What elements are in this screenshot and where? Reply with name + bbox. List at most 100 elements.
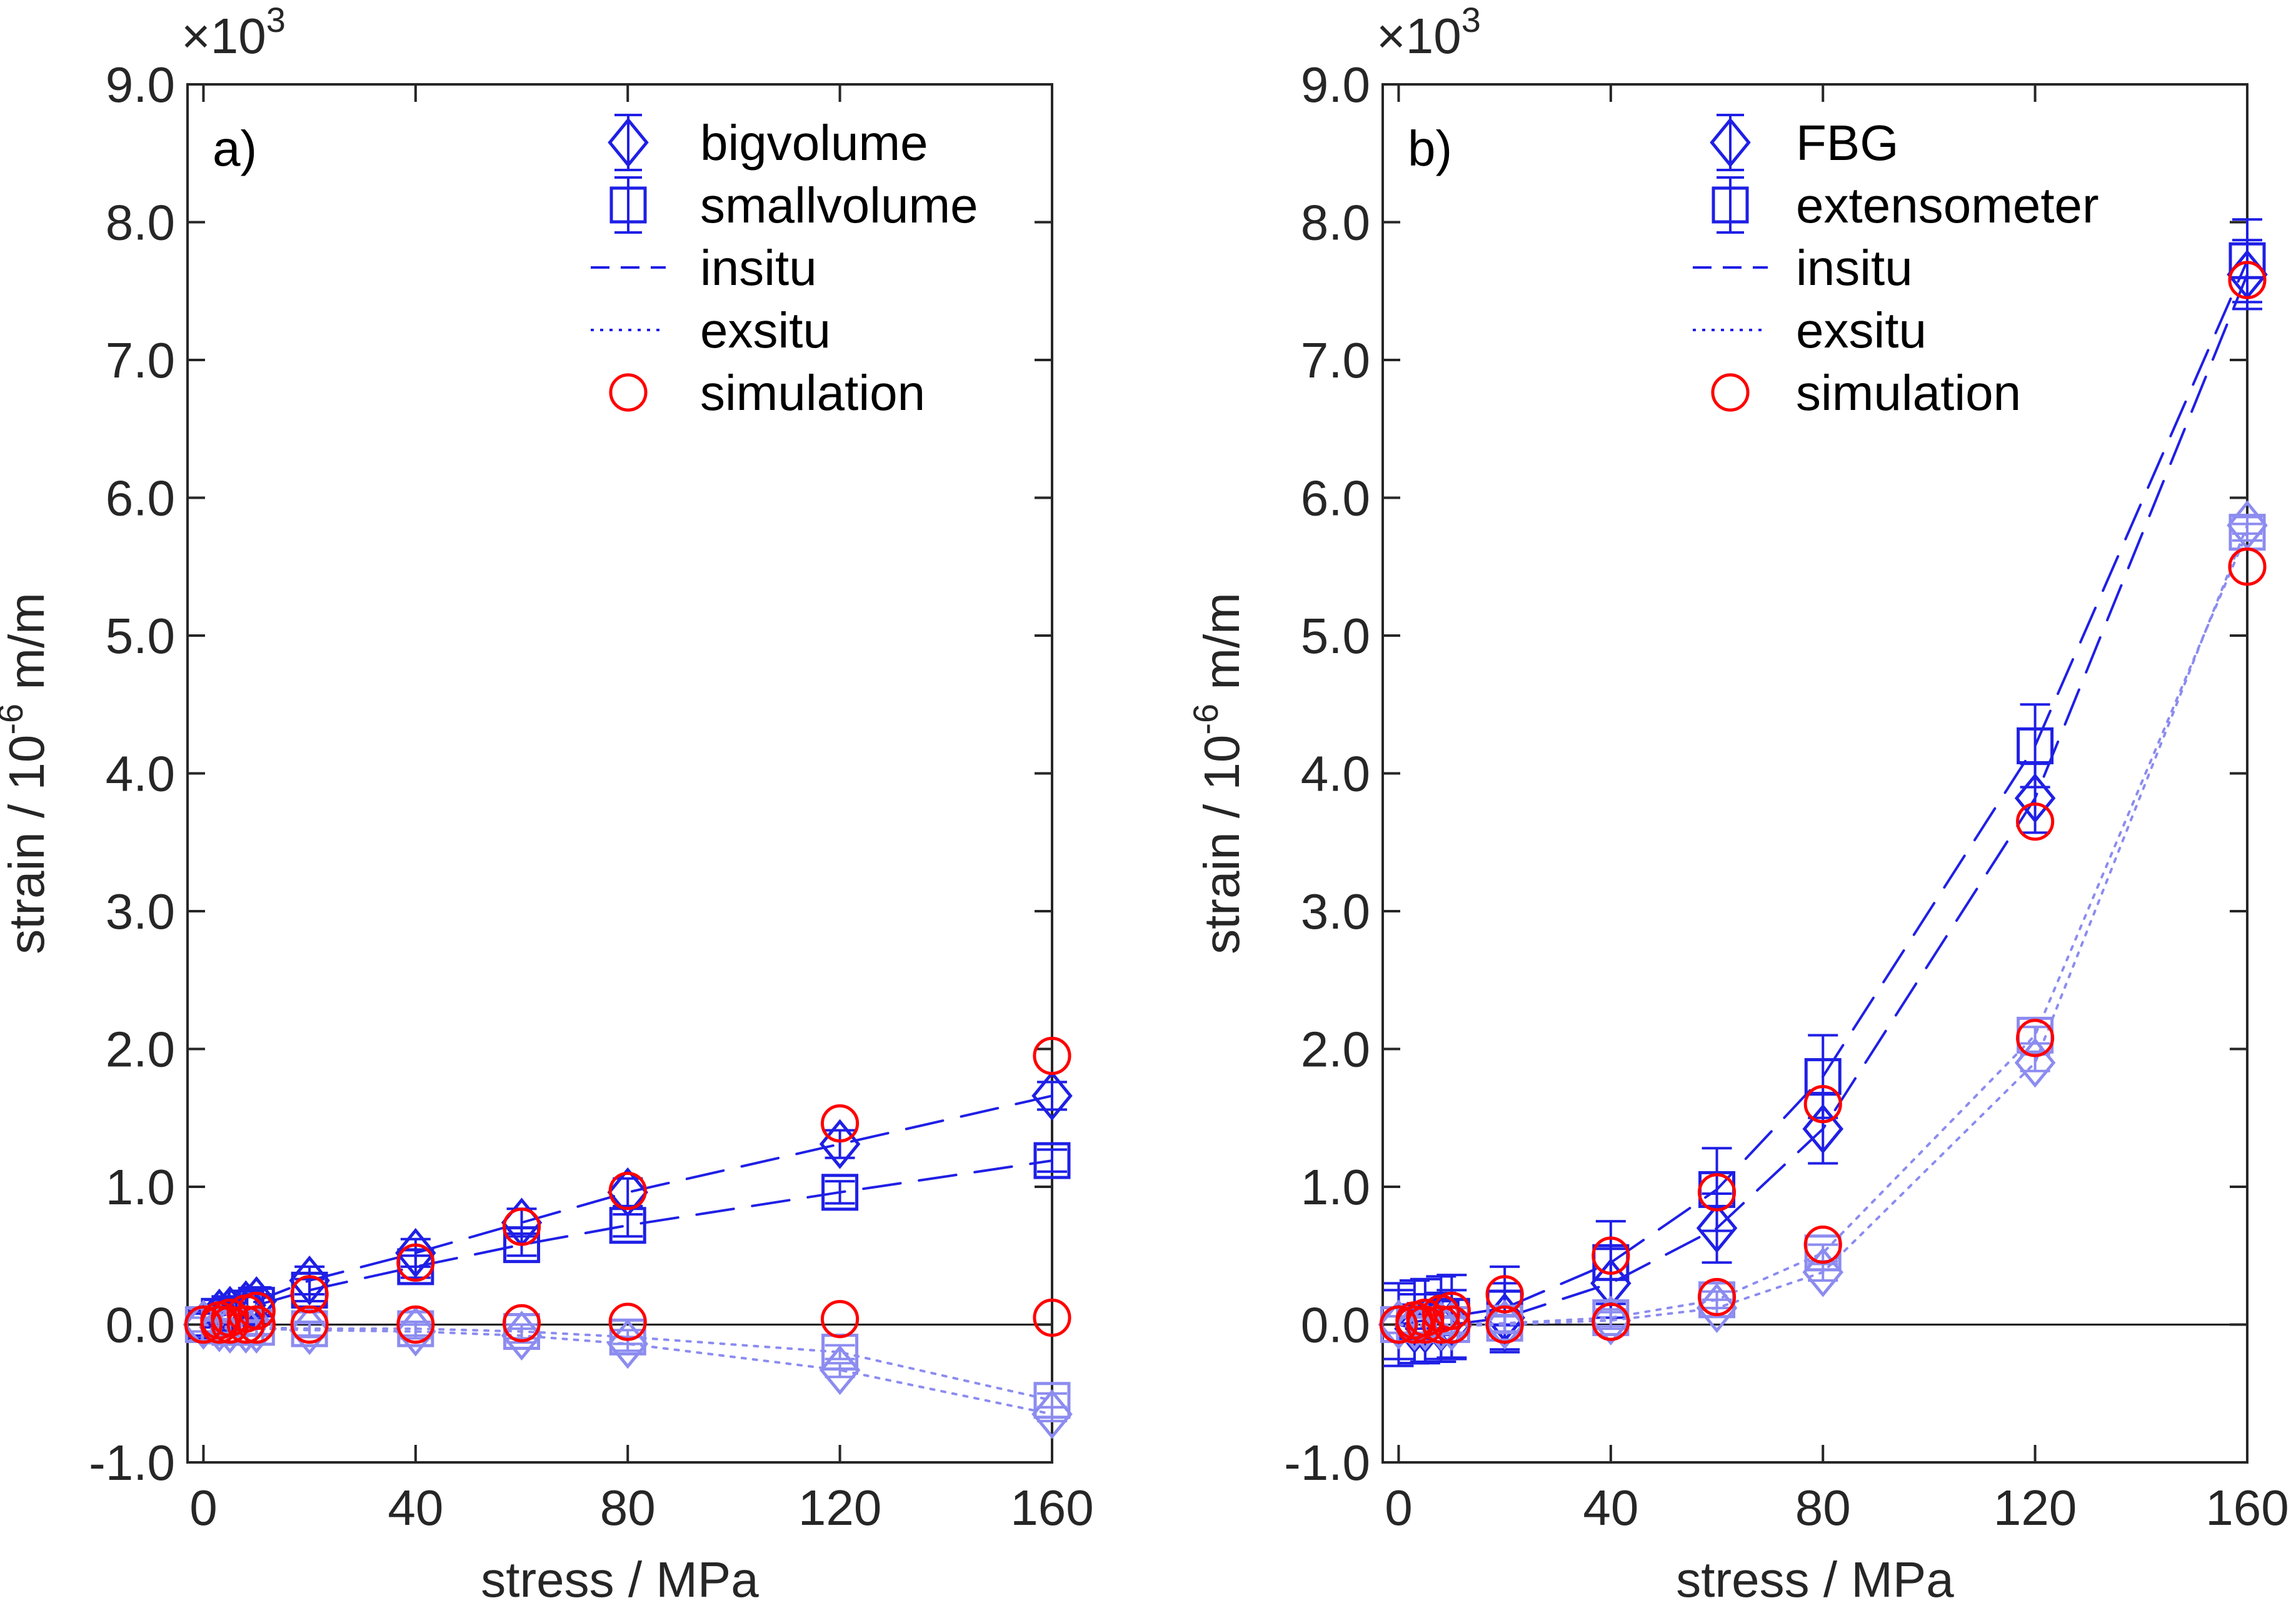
data-point-diamond: [1696, 1283, 1738, 1333]
data-point-circle: [184, 1305, 223, 1344]
data-point-circle: [2228, 547, 2267, 586]
legend-item: insitu: [591, 240, 817, 296]
legend-item: exsitu: [1693, 302, 1927, 358]
data-point-square: [1033, 1382, 1071, 1419]
data-point-circle: [1421, 1305, 1460, 1344]
data-point-circle: [1406, 1305, 1445, 1344]
legend-item: simulation: [609, 365, 925, 421]
data-point-square: [1804, 1058, 1842, 1096]
legend-item: insitu: [1693, 240, 1913, 296]
y-multiplier-exponent: 3: [1461, 0, 1481, 39]
x-axis-label: stress / MPa: [1676, 1552, 1954, 1607]
series-simulation-exsitu: [1379, 547, 2267, 1344]
series-extensometer-insitu: [1380, 218, 2266, 1367]
legend-marker-circle: [609, 373, 648, 412]
y-multiplier-base: ×10: [1376, 8, 1461, 64]
data-point-circle: [1033, 1298, 1071, 1337]
legend-label: simulation: [700, 365, 925, 421]
y-tick-label: 0.0: [1301, 1297, 1370, 1353]
data-point-square: [1033, 1142, 1071, 1179]
y-tick-label: 6.0: [1301, 471, 1370, 526]
data-point-circle: [200, 1305, 239, 1344]
y-tick-label: 9.0: [106, 57, 175, 112]
data-point-circle: [1803, 1085, 1842, 1124]
x-tick-label: 0: [189, 1480, 218, 1536]
data-point-circle: [1033, 1036, 1071, 1076]
legend-item: exsitu: [591, 302, 831, 358]
data-point-diamond: [1802, 1104, 1843, 1154]
y-axis-label: strain / 10-6 m/m: [0, 592, 54, 954]
y-tick-label: 3.0: [1301, 884, 1370, 939]
legend-item: extensometer: [1712, 176, 2099, 234]
y-tick-label: 7.0: [106, 332, 175, 388]
data-point-square: [503, 1226, 541, 1264]
y-tick-label: 4.0: [1301, 746, 1370, 802]
data-point-diamond: [2014, 773, 2056, 824]
y-tick-label: -1.0: [1284, 1435, 1370, 1491]
y-tick-label: 5.0: [1301, 608, 1370, 664]
legend-label: insitu: [1796, 240, 1913, 296]
x-tick-label: 80: [600, 1480, 656, 1536]
x-tick-label: 160: [1010, 1480, 1093, 1536]
data-point-circle: [821, 1300, 860, 1339]
y-tick-label: 7.0: [1301, 332, 1370, 388]
data-point-diamond: [1590, 1295, 1632, 1346]
data-point-diamond: [1484, 1299, 1525, 1350]
y-tick-label: 5.0: [106, 608, 175, 664]
legend-item: simulation: [1711, 365, 2021, 421]
data-point-circle: [502, 1207, 541, 1246]
y-tick-label: 1.0: [106, 1159, 175, 1215]
series-FBG-exsitu: [1378, 500, 2268, 1351]
panel-b: -1.0 0.0 1.0 2.0 3.0 4.0 5.0 6.0 7.0 8.0 9.0 0 40 80 1…: [1186, 0, 2289, 1607]
y-multiplier: ×103: [1376, 0, 1481, 64]
legend-label: smallvolume: [700, 177, 978, 233]
data-point-circle: [1432, 1305, 1471, 1344]
data-point-square: [821, 1174, 859, 1211]
y-tick-label: -1.0: [89, 1435, 175, 1491]
x-tick-label: 160: [2205, 1480, 2288, 1536]
y-axis-label-exponent: -6: [0, 704, 30, 735]
data-point-circle: [821, 1104, 860, 1143]
data-point-circle: [1697, 1173, 1737, 1212]
x-tick-label: 120: [798, 1480, 881, 1536]
legend-label: extensometer: [1796, 177, 2099, 233]
y-tick-label: 6.0: [106, 471, 175, 526]
data-point-circle: [1803, 1226, 1842, 1264]
data-point-circle: [396, 1305, 435, 1344]
y-tick-label: 3.0: [106, 884, 175, 939]
y-tick-label: 2.0: [106, 1022, 175, 1077]
y-tick-label: 8.0: [106, 195, 175, 251]
legend-item: bigvolume: [608, 114, 928, 171]
data-point-circle: [502, 1304, 541, 1342]
data-point-diamond: [1696, 1203, 1738, 1254]
legend-label: exsitu: [1796, 302, 1927, 358]
series-simulation-exsitu: [184, 1298, 1071, 1344]
legend-marker: [1712, 186, 1749, 224]
y-multiplier-base: ×10: [181, 8, 266, 64]
data-point-circle: [1485, 1305, 1524, 1344]
legend-label: insitu: [700, 240, 817, 296]
series-line: [202, 1094, 1053, 1326]
data-point-diamond: [501, 1311, 543, 1361]
data-point-diamond: [1031, 1071, 1073, 1121]
y-axis-label-main: strain / 10: [0, 735, 54, 954]
legend-marker-circle: [1711, 373, 1750, 412]
data-point-circle: [608, 1302, 647, 1341]
data-point-diamond: [1431, 1301, 1473, 1351]
y-multiplier-exponent: 3: [266, 0, 286, 39]
y-tick-label: 8.0: [1301, 195, 1370, 251]
y-tick-label: 0.0: [106, 1297, 175, 1353]
data-point-circle: [237, 1305, 276, 1344]
data-point-circle: [211, 1305, 249, 1344]
panel-letter: a): [213, 121, 257, 176]
y-axis-label-exponent: -6: [1186, 704, 1225, 735]
y-tick-label: 9.0: [1301, 57, 1370, 112]
data-point-circle: [226, 1305, 265, 1344]
y-axis-label: strain / 10-6 m/m: [1186, 592, 1250, 954]
data-point-circle: [1379, 1305, 1418, 1344]
x-tick-label: 40: [1583, 1480, 1638, 1536]
data-point-circle: [1592, 1302, 1630, 1341]
axes-box: [186, 83, 1053, 1464]
legend: FBG extensometer insitu exsitu simulation: [1693, 114, 2099, 421]
